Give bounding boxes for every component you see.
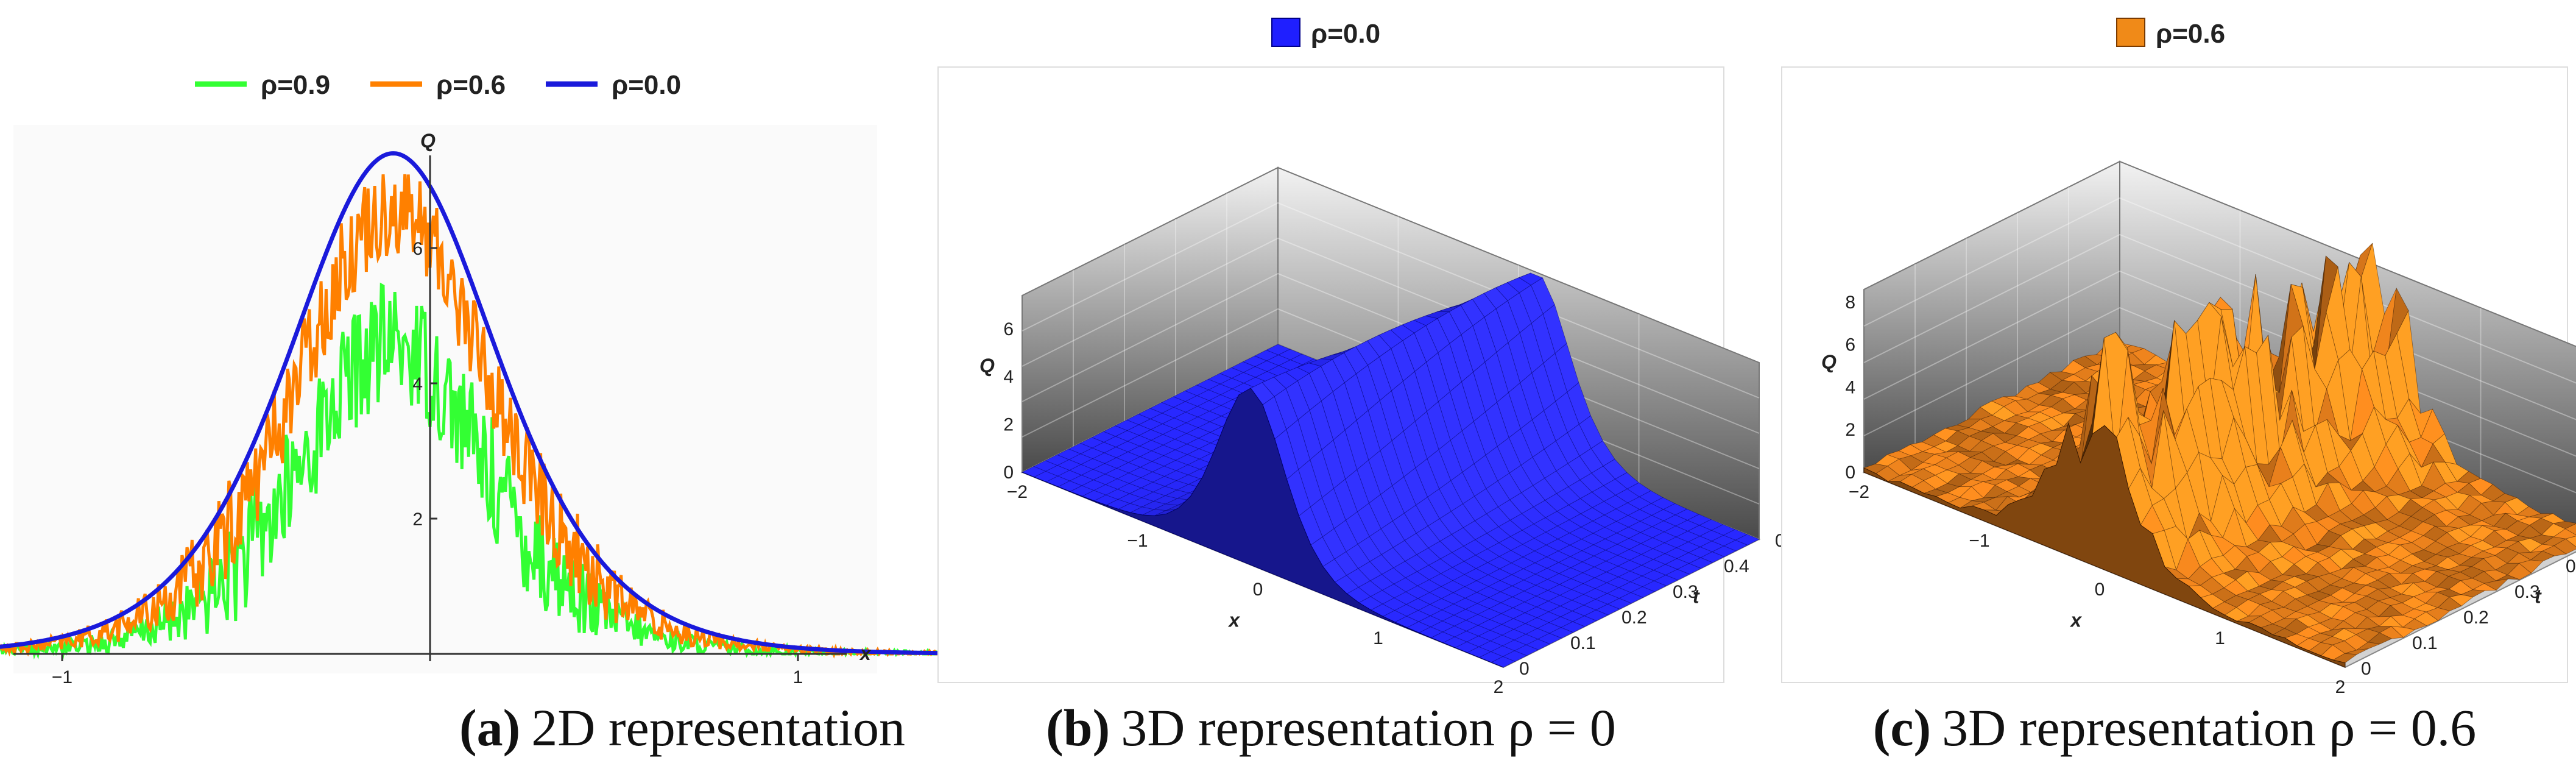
z-tick-label: 6 xyxy=(1003,319,1014,339)
wall-gridline xyxy=(1022,272,1760,469)
panel-c-caption: (c) 3D representation ρ = 0.6 xyxy=(1873,698,2477,757)
legend-label-rho09: ρ=0.9 xyxy=(261,70,330,100)
z-tick-label: 6 xyxy=(1845,335,1855,355)
x-tick-label: 1 xyxy=(793,667,803,687)
surface-front-edge xyxy=(1022,388,1504,668)
wall-gridline xyxy=(1863,270,2576,457)
t-axis-label: t xyxy=(2535,586,2542,608)
panel-a-caption-label: (a) xyxy=(459,698,520,757)
z-axis-label: Q xyxy=(1821,351,1837,373)
x-tick-label: 0 xyxy=(2095,580,2105,600)
panel-c-legend-swatch xyxy=(2116,18,2145,47)
x-tick-label: 0 xyxy=(1253,580,1263,600)
x-tick-label: −1 xyxy=(1969,531,1989,551)
x-tick-label: 2 xyxy=(1494,677,1504,697)
t-axis-label: t xyxy=(1693,586,1700,608)
x-axis-label: x xyxy=(2069,609,2082,631)
panel-b-legend-label: ρ=0.0 xyxy=(1311,19,1380,49)
t-tick-label: 0.2 xyxy=(2463,608,2489,628)
y-tick-label: 4 xyxy=(412,374,423,394)
panel-c-caption-label: (c) xyxy=(1873,698,1931,757)
z-tick-label: 2 xyxy=(1003,415,1014,435)
x-tick-label: −1 xyxy=(52,667,72,687)
panel-a-caption-text: 2D representation xyxy=(531,698,905,757)
panel-a-caption: (a) 2D representation xyxy=(459,698,905,757)
z-tick-label: 0 xyxy=(1003,463,1014,483)
z-tick-label: 4 xyxy=(1845,377,1855,397)
panel-b-caption-text: 3D representation ρ = 0 xyxy=(1121,698,1616,757)
panel-b-caption: (b) 3D representation ρ = 0 xyxy=(1046,698,1616,757)
x-tick-label: −1 xyxy=(1127,531,1148,551)
legend-label-rho06: ρ=0.6 xyxy=(436,70,506,100)
legend-label-rho00: ρ=0.0 xyxy=(612,70,681,100)
z-axis-label: Q xyxy=(979,355,995,377)
panel-c-surface xyxy=(1863,243,2576,668)
t-tick-label: 0.4 xyxy=(2566,556,2576,577)
z-tick-label: 2 xyxy=(1845,420,1855,440)
x-axis-label: x xyxy=(1227,609,1240,631)
t-tick-label: 0.1 xyxy=(2412,633,2438,653)
x-tick-label: 1 xyxy=(2215,628,2225,648)
panel-a-legend: ρ=0.9 ρ=0.6 ρ=0.0 xyxy=(195,70,681,100)
t-tick-label: 0.1 xyxy=(1570,633,1596,653)
panel-a-chart: ρ=0.9 ρ=0.6 ρ=0.0 −2 −1 1 2 2 4 6 x Q (a)2D re… xyxy=(0,70,1185,757)
y-tick-label: 2 xyxy=(412,509,423,530)
wall-gridline xyxy=(1863,233,2576,420)
panel-a-y-label: Q xyxy=(420,130,436,152)
y-tick-label: 6 xyxy=(412,239,423,259)
panel-c-legend-label: ρ=0.6 xyxy=(2156,19,2225,49)
z-tick-label: 0 xyxy=(1845,463,1855,483)
panel-b-legend-swatch xyxy=(1271,18,1300,47)
z-tick-label: 8 xyxy=(1845,293,1855,313)
x-tick-label: −2 xyxy=(1849,482,1869,502)
z-tick-label: 4 xyxy=(1003,367,1014,387)
x-tick-label: 2 xyxy=(2335,677,2346,697)
panel-c-caption-text: 3D representation ρ = 0.6 xyxy=(1942,698,2476,757)
wall-gridline xyxy=(1022,237,1760,434)
x-tick-label: −2 xyxy=(1007,482,1028,502)
panel-b-surface xyxy=(1022,272,1760,668)
panel-b-caption-label: (b) xyxy=(1046,698,1110,757)
t-tick-label: 0.3 xyxy=(2514,582,2540,602)
t-tick-label: 0 xyxy=(1519,659,1530,679)
surface-front-edge xyxy=(1863,422,2346,668)
panel-a-x-label: x xyxy=(859,642,872,664)
t-tick-label: 0 xyxy=(2361,659,2371,679)
t-tick-label: 0.3 xyxy=(1673,582,1698,602)
wall-gridline xyxy=(1022,202,1760,399)
t-tick-label: 0.4 xyxy=(1724,556,1749,577)
x-tick-label: 1 xyxy=(1373,628,1383,648)
t-tick-label: 0.2 xyxy=(1621,608,1647,628)
wall-gridline xyxy=(1863,197,2576,384)
